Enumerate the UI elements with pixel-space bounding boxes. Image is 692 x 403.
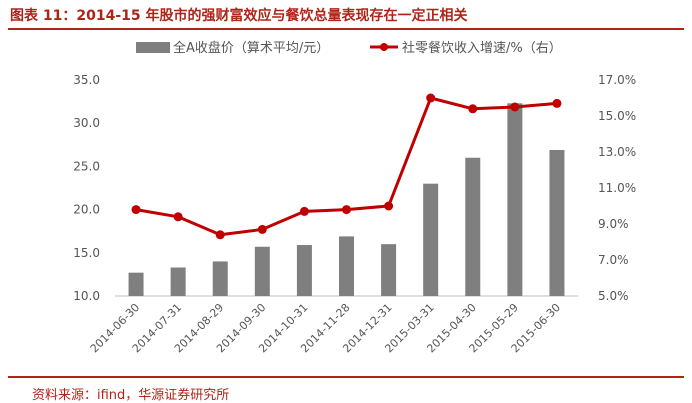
line-series — [135, 96, 558, 237]
line-point — [257, 224, 267, 234]
title-divider — [8, 28, 684, 30]
y-right-tick-label: 17.0% — [598, 73, 636, 87]
bar — [170, 267, 186, 296]
y-right-tick-label: 9.0% — [598, 217, 629, 231]
legend-bar-swatch — [136, 42, 170, 53]
bar — [549, 149, 565, 296]
y-right-tick-label: 15.0% — [598, 109, 636, 123]
legend-line-label: 社零餐饮收入增速/%（右） — [402, 40, 562, 56]
bar — [423, 183, 439, 296]
y-left-tick-label: 25.0 — [73, 159, 100, 173]
legend-line-marker — [380, 43, 388, 51]
line-point — [552, 98, 562, 108]
line-point — [510, 102, 520, 112]
bar — [254, 246, 270, 296]
bar — [296, 245, 312, 296]
bar-series — [128, 103, 565, 296]
legend-bar-label: 全A收盘价（算术平均/元） — [173, 40, 329, 56]
y-right-tick-label: 11.0% — [598, 181, 636, 195]
y-left-tick-label: 35.0 — [73, 73, 100, 87]
bar — [381, 244, 397, 296]
y-left-tick-label: 20.0 — [73, 203, 100, 217]
x-axis: 2014-06-302014-07-312014-08-292014-09-30… — [88, 301, 563, 355]
line-markers — [131, 93, 562, 240]
bar — [465, 157, 481, 296]
bar — [212, 261, 228, 296]
y-left-axis: 10.0 15.0 20.0 25.0 30.0 35.0 — [73, 73, 100, 303]
line-point — [215, 230, 225, 240]
line-point — [131, 205, 141, 215]
y-right-tick-label: 13.0% — [598, 145, 636, 159]
y-left-tick-label: 15.0 — [73, 246, 100, 260]
line-point — [384, 201, 394, 211]
line-point — [173, 212, 183, 222]
y-right-tick-label: 7.0% — [598, 253, 629, 267]
bar — [507, 103, 523, 296]
line-point — [426, 93, 436, 103]
bar — [128, 272, 144, 296]
source-note: 资料来源：ifind，华源证券研究所 — [32, 388, 230, 403]
chart-title: 图表 11：2014-15 年股市的强财富效应与餐饮总量表现存在一定正相关 — [10, 8, 468, 24]
footer-divider — [8, 376, 684, 378]
y-right-tick-label: 5.0% — [598, 289, 629, 303]
line-point — [468, 104, 478, 114]
line-point — [299, 206, 309, 216]
y-left-tick-label: 10.0 — [73, 289, 100, 303]
bar — [339, 236, 354, 296]
y-right-axis: 5.0% 7.0% 9.0% 11.0% 13.0% 15.0% 17.0% — [598, 73, 636, 303]
y-left-tick-label: 30.0 — [73, 116, 100, 130]
line-point — [342, 205, 351, 215]
legend: 全A收盘价（算术平均/元） 社零餐饮收入增速/%（右） — [136, 40, 562, 56]
